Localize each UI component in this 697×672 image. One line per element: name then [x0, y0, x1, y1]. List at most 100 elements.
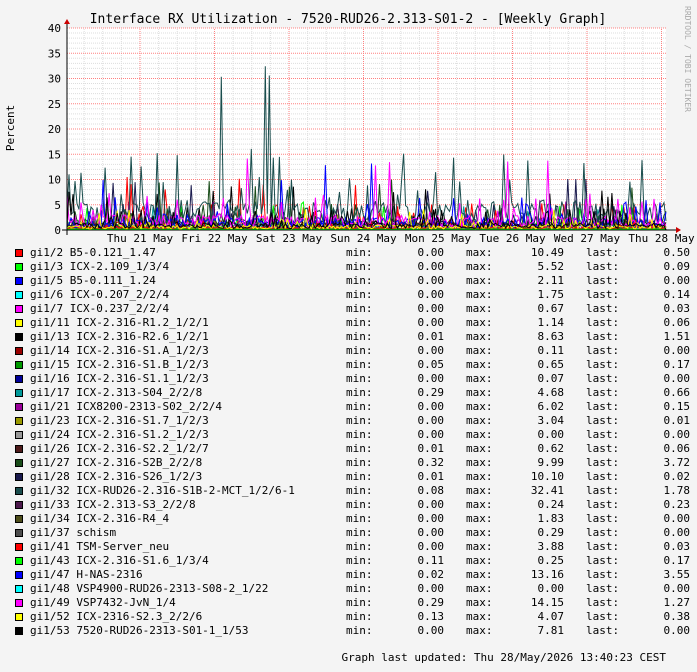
legend-series-name: gi1/33 ICX-2.313-S3_2/2/8: [30, 498, 196, 511]
min-label: min:: [346, 596, 373, 609]
max-value: 0.67: [537, 302, 565, 315]
legend-series-name: gi1/27 ICX-2.316-S2B_2/2/8: [30, 456, 203, 469]
min-label: min:: [346, 428, 373, 441]
legend-swatch: [15, 585, 23, 593]
max-label: max:: [466, 274, 493, 287]
last-value: 0.00: [663, 526, 691, 539]
legend-item: gi1/43 ICX-2.316-S1.6_1/3/4 min: 0.11 max: 0…: [0, 554, 697, 568]
legend-item: gi1/13 ICX-2.316-R2.6_1/2/1 min: 0.01 max: 8…: [0, 330, 697, 344]
max-value: 2.11: [537, 274, 565, 287]
min-label: min:: [346, 274, 373, 287]
legend-series-name: gi1/13 ICX-2.316-R2.6_1/2/1: [30, 330, 209, 343]
last-label: last:: [586, 316, 620, 329]
legend-swatch: [15, 417, 23, 425]
max-label: max:: [466, 540, 493, 553]
max-value: 0.29: [537, 526, 565, 539]
max-value: 32.41: [530, 484, 564, 497]
graph-last-updated: Graph last updated: Thu 28/May/2026 13:4…: [341, 651, 666, 664]
y-axis-label: Percent: [4, 105, 17, 151]
legend-item: gi1/24 ICX-2.316-S1.2_1/2/3 min: 0.00 max: 0…: [0, 428, 697, 442]
last-value: 0.02: [663, 470, 691, 483]
last-label: last:: [586, 610, 620, 623]
y-tick-label: 20: [48, 123, 61, 136]
min-label: min:: [346, 568, 373, 581]
min-value: 0.29: [417, 386, 445, 399]
legend-series-name: gi1/34 ICX-2.316-R4_4: [30, 512, 170, 525]
y-tick-label: 25: [48, 98, 61, 111]
legend-item: gi1/48 VSP4900-RUD26-2313-S08-2_1/22 min:…: [0, 582, 697, 596]
last-label: last:: [586, 358, 620, 371]
last-value: 0.00: [663, 512, 691, 525]
max-label: max:: [466, 330, 493, 343]
max-value: 4.68: [537, 386, 565, 399]
last-label: last:: [586, 344, 620, 357]
max-label: max:: [466, 288, 493, 301]
legend-item: gi1/11 ICX-2.316-R1.2_1/2/1 min: 0.00 max: 1…: [0, 316, 697, 330]
min-label: min:: [346, 260, 373, 273]
min-value: 0.08: [417, 484, 445, 497]
legend-swatch: [15, 361, 23, 369]
last-label: last:: [586, 246, 620, 259]
max-value: 10.10: [530, 470, 564, 483]
legend-series-name: gi1/11 ICX-2.316-R1.2_1/2/1: [30, 316, 209, 329]
last-label: last:: [586, 498, 620, 511]
max-label: max:: [466, 386, 493, 399]
legend-item: gi1/5 B5-0.111_1.24 min: 0.00 max: 2.11 last:…: [0, 274, 697, 288]
y-tick-label: 40: [48, 22, 61, 35]
last-label: last:: [586, 400, 620, 413]
legend-swatch: [15, 571, 23, 579]
max-value: 9.99: [537, 456, 565, 469]
last-value: 3.72: [663, 456, 691, 469]
min-value: 0.05: [417, 358, 445, 371]
max-label: max:: [466, 344, 493, 357]
legend-series-name: gi1/16 ICX-2.316-S1.1_1/2/3: [30, 372, 209, 385]
last-label: last:: [586, 568, 620, 581]
max-value: 0.11: [537, 344, 565, 357]
min-value: 0.11: [417, 554, 445, 567]
max-value: 14.15: [530, 596, 564, 609]
legend-series-name: gi1/21 ICX8200-2313-S02_2/2/4: [30, 400, 223, 413]
legend-item: gi1/17 ICX-2.313-S04_2/2/8 min: 0.29 max: 4.…: [0, 386, 697, 400]
max-value: 0.24: [537, 498, 565, 511]
y-tick-labels: 0 5 10 15 20 25 30 35 40: [48, 22, 61, 237]
min-label: min:: [346, 554, 373, 567]
max-label: max:: [466, 246, 493, 259]
last-value: 0.09: [663, 260, 691, 273]
max-label: max:: [466, 498, 493, 511]
min-value: 0.00: [417, 372, 445, 385]
min-value: 0.00: [417, 260, 445, 273]
legend-swatch: [15, 529, 23, 537]
min-label: min:: [346, 498, 373, 511]
last-value: 0.17: [663, 554, 691, 567]
max-value: 7.81: [537, 624, 565, 637]
series-line: [66, 158, 667, 229]
y-tick-label: 30: [48, 73, 61, 86]
legend-series-name: gi1/23 ICX-2.316-S1.7_1/2/3: [30, 414, 209, 427]
max-label: max:: [466, 428, 493, 441]
x-tick-label: Sun 24 May: [330, 232, 397, 245]
min-label: min:: [346, 400, 373, 413]
max-value: 0.00: [537, 428, 565, 441]
max-value: 0.07: [537, 372, 565, 385]
max-label: max:: [466, 470, 493, 483]
legend-item: gi1/49 VSP7432-JvN_1/4 min: 0.29 max: 14.15 l…: [0, 596, 697, 610]
min-value: 0.00: [417, 400, 445, 413]
last-label: last:: [586, 274, 620, 287]
max-label: max:: [466, 316, 493, 329]
max-value: 0.62: [537, 442, 565, 455]
legend-series-name: gi1/28 ICX-2.316-S26_1/2/3: [30, 470, 203, 483]
grid: [67, 27, 666, 230]
min-value: 0.00: [417, 344, 445, 357]
min-value: 0.00: [417, 274, 445, 287]
legend-swatch: [15, 389, 23, 397]
x-tick-label: Sat 23 May: [256, 232, 323, 245]
min-value: 0.00: [417, 246, 445, 259]
last-value: 0.03: [663, 302, 691, 315]
series-line: [66, 209, 667, 230]
last-label: last:: [586, 386, 620, 399]
max-label: max:: [466, 456, 493, 469]
y-tick-label: 5: [54, 199, 61, 212]
last-label: last:: [586, 302, 620, 315]
max-label: max:: [466, 302, 493, 315]
legend-swatch: [15, 557, 23, 565]
